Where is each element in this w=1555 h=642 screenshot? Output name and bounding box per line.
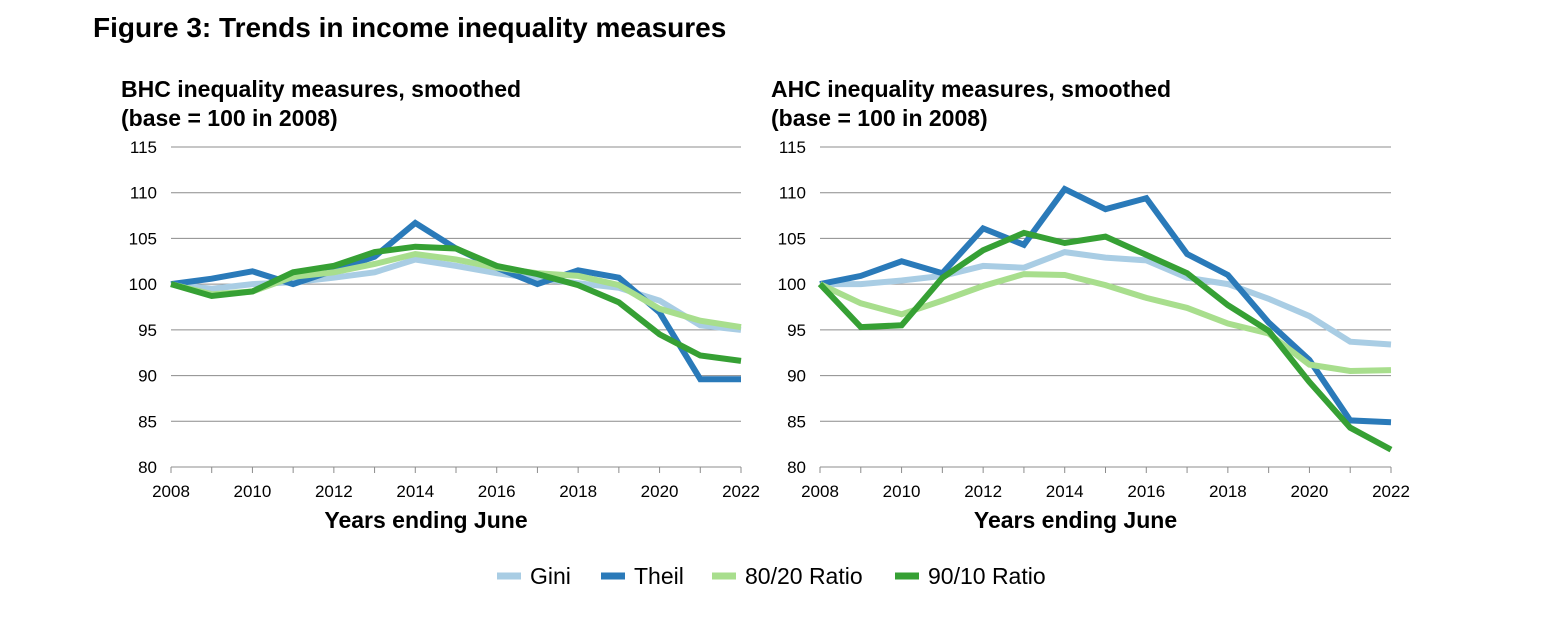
x-tick-label: 2022 [722,482,760,501]
legend-label: 80/20 Ratio [745,563,863,589]
y-tick-label: 85 [787,412,806,431]
legend-label: 90/10 Ratio [928,563,1046,589]
figure-title: Figure 3: Trends in income inequality me… [93,12,727,43]
y-tick-label: 80 [787,458,806,477]
x-tick-label: 2008 [152,482,190,501]
ahc-chart: AHC inequality measures, smoothed (base =… [771,76,1410,533]
legend: Gini Theil 80/20 Ratio 90/10 Ratio [497,563,1046,589]
x-axis-label: Years ending June [324,507,527,533]
y-tick-label: 105 [778,229,806,248]
chart-title-line: BHC inequality measures, smoothed [121,76,521,102]
x-tick-label: 2022 [1372,482,1410,501]
series-line-90-10-ratio [170,243,742,364]
x-tick-label: 2018 [1209,482,1247,501]
x-tick-label: 2016 [478,482,516,501]
x-tick-label: 2010 [883,482,921,501]
y-tick-label: 110 [130,184,157,203]
x-tick-label: 2014 [396,482,434,501]
y-tick-label: 90 [787,367,806,386]
y-tick-label: 95 [787,321,806,340]
series-line-gini [820,249,1392,348]
chart-title-line: (base = 100 in 2008) [121,105,338,131]
x-axis-label: Years ending June [974,507,1177,533]
y-tick-label: 105 [129,229,157,248]
series-line-theil [819,185,1392,426]
bhc-chart: BHC inequality measures, smoothed (base =… [121,76,760,533]
y-tick-label: 115 [779,138,806,157]
y-tick-label: 100 [129,275,157,294]
x-tick-label: 2018 [559,482,597,501]
legend-label: Theil [634,563,684,589]
x-tick-label: 2014 [1046,482,1084,501]
x-tick-label: 2008 [801,482,839,501]
chart-title-line: AHC inequality measures, smoothed [771,76,1171,102]
x-tick-label: 2010 [234,482,272,501]
x-tick-label: 2016 [1127,482,1165,501]
x-tick-label: 2020 [1291,482,1329,501]
y-tick-label: 85 [138,412,157,431]
legend-label: Gini [530,563,571,589]
y-tick-label: 110 [779,184,806,203]
y-tick-label: 80 [138,458,157,477]
x-tick-label: 2020 [641,482,679,501]
y-tick-label: 95 [138,321,157,340]
x-tick-label: 2012 [315,482,353,501]
x-tick-label: 2012 [964,482,1002,501]
y-tick-label: 100 [778,275,806,294]
y-tick-label: 90 [138,367,157,386]
chart-title-line: (base = 100 in 2008) [771,105,988,131]
y-tick-label: 115 [130,138,157,157]
series-line-90-10-ratio [817,229,1393,453]
